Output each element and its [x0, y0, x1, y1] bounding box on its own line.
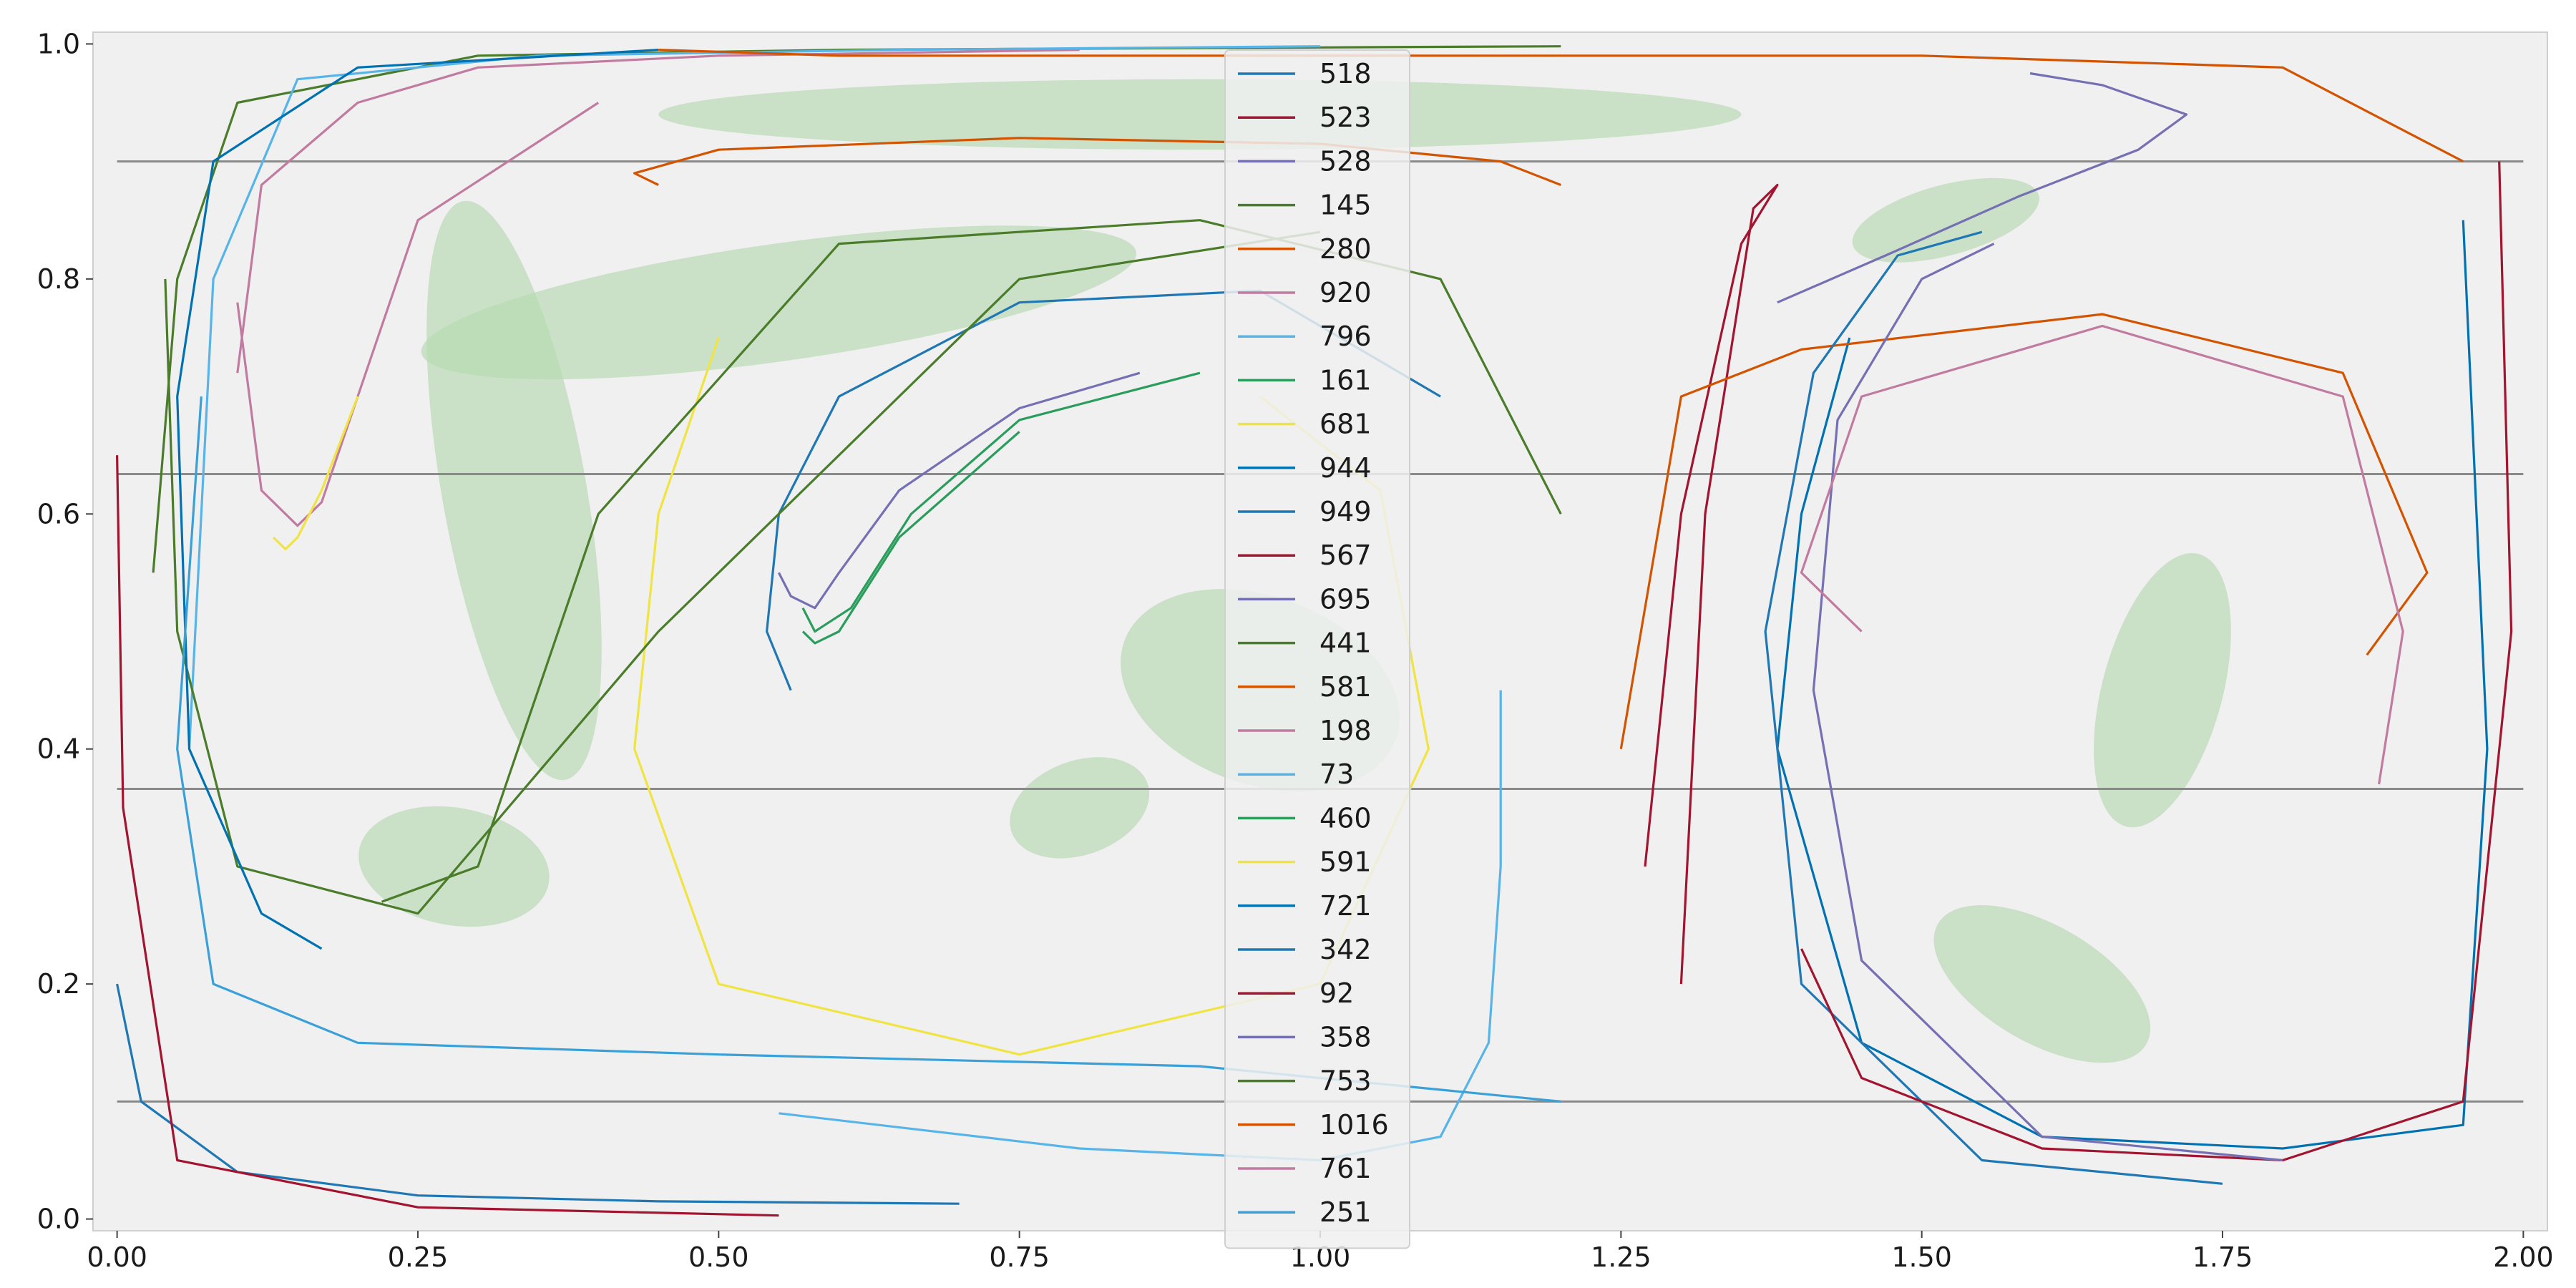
y-tick-label: 0.6 — [37, 498, 80, 530]
series-line-581 — [1619, 313, 2429, 749]
series-line-161 — [801, 371, 1201, 633]
legend-label: 1016 — [1319, 1109, 1389, 1141]
legend-label: 721 — [1319, 890, 1372, 922]
y-tick-label: 0.0 — [37, 1204, 80, 1235]
legend: 518 523 528 145 280 920 796 161 681 944 949 567 695 4… — [1224, 49, 1410, 1249]
x-tick-label: 0.00 — [87, 1241, 147, 1273]
series-line-695 — [777, 371, 1141, 610]
legend-label: 251 — [1319, 1196, 1372, 1228]
series-line-796 — [187, 45, 1321, 749]
series-line-518 — [116, 983, 960, 1205]
series-line-198 — [236, 102, 600, 527]
legend-label: 460 — [1319, 802, 1372, 834]
legend-label: 342 — [1319, 934, 1372, 965]
x-tick-label: 0.25 — [388, 1241, 449, 1273]
legend-label: 796 — [1319, 321, 1372, 352]
y-axis: 0.0 0.2 0.4 0.6 0.8 1.0 — [37, 28, 93, 1235]
series-line-280 — [633, 137, 1561, 186]
series-line-358 — [1812, 243, 2283, 1162]
series-line-528 — [1777, 72, 2188, 304]
series-line-73 — [779, 690, 1502, 1162]
legend-label: 198 — [1319, 715, 1372, 746]
legend-label: 518 — [1319, 58, 1372, 89]
y-tick-label: 0.8 — [37, 263, 80, 295]
series-line-1016 — [658, 49, 2464, 163]
legend-label: 161 — [1319, 364, 1372, 396]
legend-label: 591 — [1319, 847, 1372, 878]
legend-label: 528 — [1319, 145, 1372, 177]
legend-label: 681 — [1319, 409, 1372, 440]
x-tick-label: 2.00 — [2493, 1241, 2554, 1273]
series-line-721 — [176, 49, 659, 950]
series-lines — [116, 45, 2513, 1217]
series-line-441 — [164, 230, 1321, 915]
mixing-region — [2094, 553, 2231, 828]
legend-label: 441 — [1319, 628, 1372, 659]
mixing-region — [358, 806, 550, 927]
y-tick-label: 1.0 — [37, 28, 80, 59]
legend-label: 358 — [1319, 1021, 1372, 1053]
x-tick-label: 0.75 — [989, 1241, 1050, 1273]
series-line-342 — [1764, 230, 2223, 1185]
legend-label: 944 — [1319, 452, 1372, 484]
y-tick-label: 0.4 — [37, 733, 80, 765]
mixing-region — [1010, 757, 1150, 859]
mixing-region — [1933, 905, 2151, 1063]
legend-label: 581 — [1319, 671, 1372, 703]
legend-label: 523 — [1319, 102, 1372, 133]
series-line-523 — [116, 455, 779, 1217]
series-line-761 — [1800, 324, 2404, 785]
legend-label: 145 — [1319, 190, 1372, 221]
x-tick-label: 1.25 — [1591, 1241, 1652, 1273]
legend-box — [1224, 49, 1410, 1249]
legend-label: 753 — [1319, 1065, 1372, 1097]
series-line-591 — [273, 396, 359, 551]
legend-label: 920 — [1319, 277, 1372, 308]
legend-label: 73 — [1319, 758, 1354, 790]
series-line-460 — [801, 431, 1020, 645]
y-tick-label: 0.2 — [37, 968, 80, 1000]
x-axis: 0.00 0.25 0.50 0.75 1.00 1.25 1.50 1.75 2.00 — [87, 1231, 2554, 1273]
x-tick-label: 1.75 — [2192, 1241, 2253, 1273]
legend-label: 567 — [1319, 540, 1372, 571]
x-tick-label: 1.50 — [1891, 1241, 1952, 1273]
legend-label: 92 — [1319, 977, 1354, 1009]
mixing-region — [658, 79, 1742, 150]
mixing-region — [421, 225, 1137, 380]
legend-label: 949 — [1319, 496, 1372, 527]
legend-label: 280 — [1319, 233, 1372, 265]
x-tick-label: 0.50 — [688, 1241, 749, 1273]
mixing-region — [1852, 177, 2039, 263]
legend-label: 761 — [1319, 1153, 1372, 1184]
legend-label: 695 — [1319, 583, 1372, 615]
series-line-567 — [1644, 183, 1779, 985]
series-line-753 — [381, 219, 1562, 903]
series-line-251 — [176, 396, 1561, 1103]
